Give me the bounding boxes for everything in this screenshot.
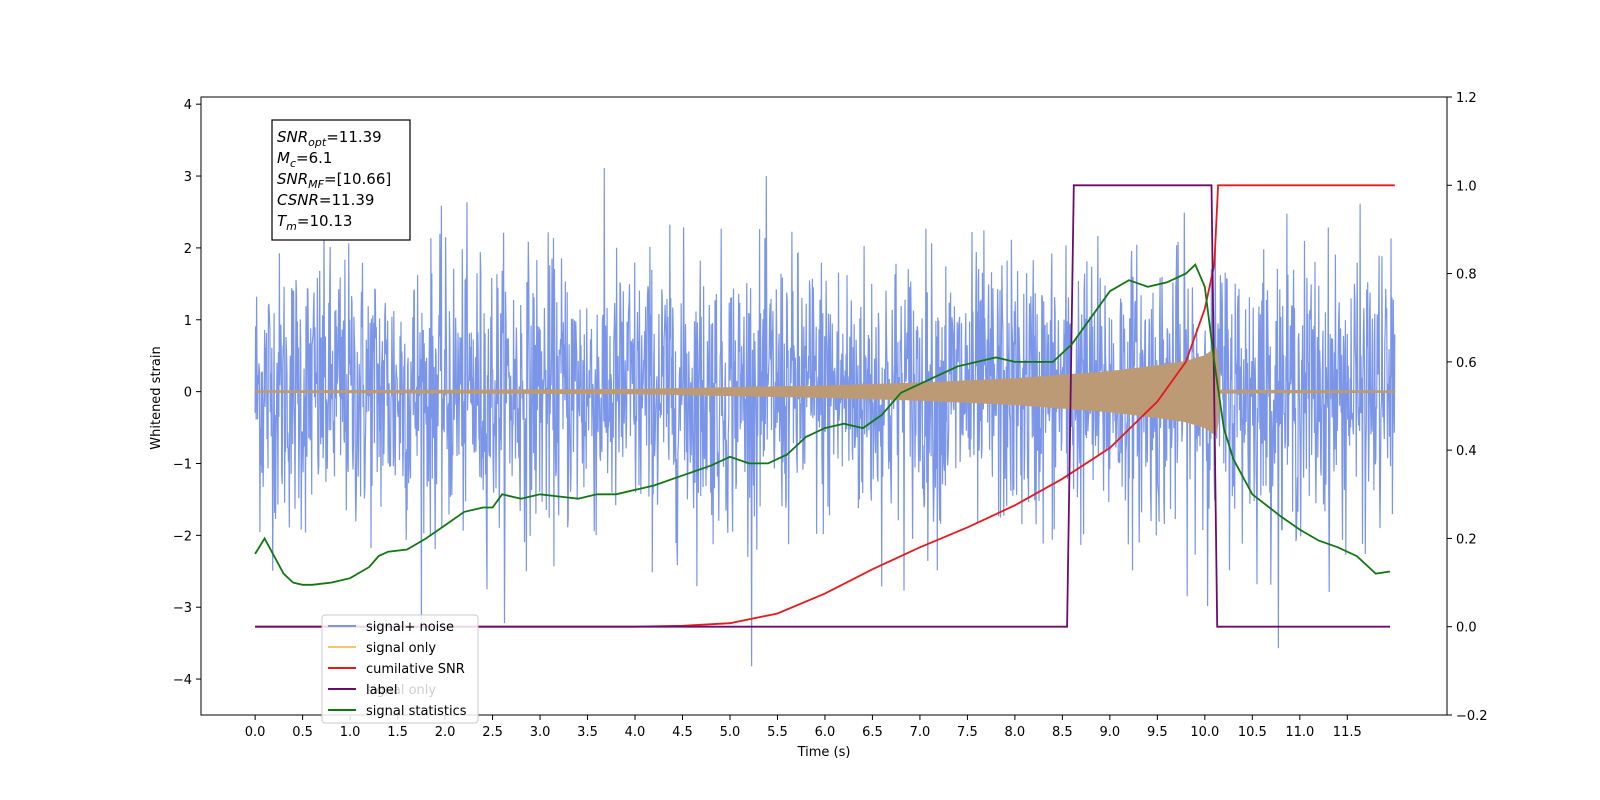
series-signal-noise: [254, 167, 1396, 667]
x-tick-label: 9.0: [1100, 725, 1121, 740]
y-left-tick-label: 1: [184, 314, 192, 329]
x-tick-label: 9.5: [1147, 725, 1168, 740]
y-right-tick-label: 0.4: [1456, 444, 1477, 459]
x-tick-label: 10.5: [1238, 725, 1267, 740]
y-right-tick-label: 1.2: [1456, 91, 1477, 106]
info-box: SNRopt=11.39Mc=6.1SNRMF=[10.66]CSNR=11.3…: [271, 119, 411, 241]
y-right-tick-label: 1.0: [1456, 179, 1477, 194]
x-tick-label: 8.0: [1005, 725, 1026, 740]
y-left-tick-label: 3: [184, 170, 192, 185]
y-left-tick-label: −4: [173, 673, 192, 688]
x-tick-label: 10.0: [1190, 725, 1219, 740]
y-left-tick-label: 2: [184, 242, 192, 257]
x-tick-label: 1.5: [387, 725, 408, 740]
y-right-tick-label: 0.0: [1456, 621, 1477, 636]
x-tick-label: 1.0: [340, 725, 361, 740]
info-box-frame: [271, 119, 411, 241]
info-line: CSNR=11.39: [277, 191, 374, 209]
x-tick-label: 2.5: [482, 725, 503, 740]
plot-frame: [200, 96, 1448, 716]
x-tick-label: 6.5: [862, 725, 883, 740]
legend-label: label: [366, 683, 397, 698]
x-tick-label: 4.0: [625, 725, 646, 740]
x-tick-label: 3.5: [577, 725, 598, 740]
x-tick-label: 0.0: [245, 725, 266, 740]
y-left-tick-label: 0: [184, 386, 192, 401]
y-axis-right: 1.2 1.0 0.8 0.6 0.4 0.2 0.0 −0.2: [1447, 91, 1488, 724]
legend-label: signal statistics: [366, 704, 467, 719]
x-tick-label: 7.0: [910, 725, 931, 740]
y-right-tick-label: 0.2: [1456, 532, 1477, 547]
y-axis-left: 4 3 2 1 0 −1 −2 −3 −4: [173, 98, 201, 688]
y-left-tick-label: −2: [173, 529, 192, 544]
y-left-tick-label: −3: [173, 601, 192, 616]
x-axis: 0.0 0.5 1.0 1.5 2.0 2.5 3.0 3.5 4.0 4.5 5.0 5.5 6.0 6…: [245, 715, 1362, 740]
y-right-tick-label: 0.6: [1456, 356, 1477, 371]
y-axis-label-left: Whitened strain: [149, 346, 164, 449]
legend-label: signal+ noise: [366, 620, 454, 635]
y-left-tick-label: −1: [173, 457, 192, 472]
legend-ghost-text: signal only: [366, 683, 436, 698]
info-line: Mc=6.1: [277, 149, 332, 170]
series-signal-statistics: [254, 263, 1391, 586]
info-line: Tm=10.13: [277, 212, 352, 233]
info-line: SNRopt=11.39: [277, 128, 382, 149]
x-tick-label: 7.5: [957, 725, 978, 740]
series-signal-only: [254, 346, 1396, 437]
x-tick-label: 11.0: [1285, 725, 1314, 740]
x-tick-label: 3.0: [530, 725, 551, 740]
x-tick-label: 5.5: [767, 725, 788, 740]
info-line: SNRMF=[10.66]: [277, 170, 391, 191]
x-tick-label: 2.0: [435, 725, 456, 740]
x-tick-label: 6.0: [815, 725, 836, 740]
y-right-tick-label: −0.2: [1456, 709, 1488, 724]
x-tick-label: 5.0: [720, 725, 741, 740]
x-axis-label: Time (s): [797, 745, 851, 760]
y-right-tick-label: 0.8: [1456, 268, 1477, 283]
legend-frame: [321, 614, 479, 724]
series-label: [255, 184, 1390, 628]
legend: signal only signal+ noise signal only cumil…: [321, 614, 479, 724]
plot-area: [254, 167, 1396, 667]
legend-label: signal only: [366, 641, 436, 656]
x-tick-label: 8.5: [1052, 725, 1073, 740]
legend-label: cumilative SNR: [366, 662, 465, 677]
y-left-tick-label: 4: [184, 98, 192, 113]
x-tick-label: 4.5: [672, 725, 693, 740]
x-tick-label: 11.5: [1333, 725, 1362, 740]
x-tick-label: 0.5: [292, 725, 313, 740]
